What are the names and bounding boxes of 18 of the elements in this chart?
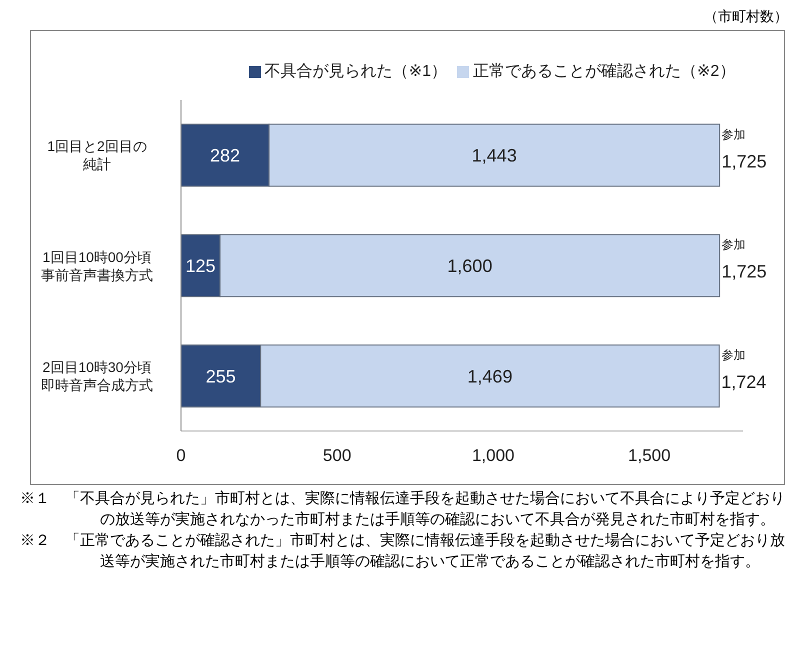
data-label: 1,469 (467, 366, 512, 386)
y-tick-label: 1回目と2回目の純計 (46, 137, 148, 174)
text: ※２ 「正常であることが確認された」市町村とは、実際に情報伝達手段を起動させた場合において予定どおり放送等が実施された市町村または手順等の確認において正常であることが確認された市町村を指す。 (19, 531, 786, 572)
text: ※１ 「不具合が見られた」市町村とは、実際に情報伝達手段を起動させた場合において不具合により予定どおりの放送等が実施されなかった市町村または手順等の確認において不具合が発見された市町村を指す。 (19, 489, 786, 530)
data-label: 125 (185, 256, 216, 276)
data-label: 1,600 (447, 256, 492, 276)
text: （市町村数） (703, 8, 788, 27)
y-tick-label: 1回目10時00分頃事前音声書換方式 (41, 248, 153, 284)
data-label: 1,443 (472, 146, 517, 166)
x-tick-label: 1,000 (472, 446, 514, 466)
data-label: 255 (206, 366, 236, 386)
y-tick-label: 2回目10時30分頃即時音声合成方式 (41, 358, 153, 394)
legend-label: 正常であることが確認された（※2） (473, 63, 736, 80)
x-tick-label: 0 (176, 446, 186, 466)
data-label: 282 (210, 146, 240, 166)
legend-label: 不具合が見られた（※1） (264, 63, 447, 80)
x-tick-label: 500 (322, 446, 352, 466)
x-tick-label: 1,500 (628, 446, 671, 466)
